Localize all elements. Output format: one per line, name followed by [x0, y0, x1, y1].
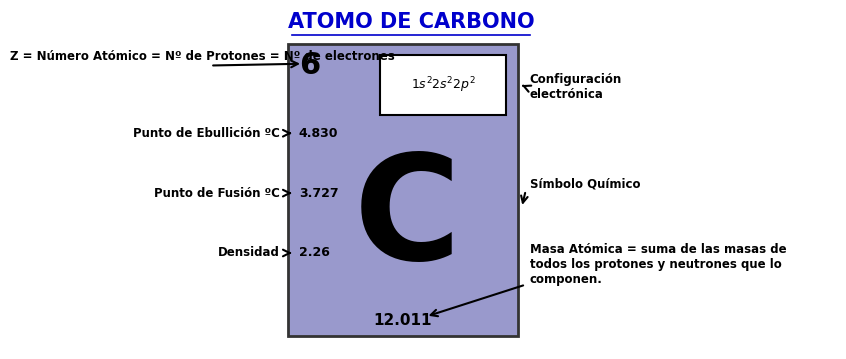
Text: C: C: [354, 149, 461, 290]
Text: ATOMO DE CARBONO: ATOMO DE CARBONO: [288, 12, 535, 32]
Text: 2.26: 2.26: [299, 247, 330, 260]
Bar: [380, 55, 506, 115]
Text: Masa Atómica = suma de las masas de
todos los protones y neutrones que lo
compon: Masa Atómica = suma de las masas de todo…: [530, 243, 787, 286]
Bar: [288, 44, 518, 336]
Text: $1s^22s^22p^2$: $1s^22s^22p^2$: [410, 75, 475, 95]
Text: Configuración
electrónica: Configuración electrónica: [530, 73, 622, 101]
Text: 12.011: 12.011: [374, 313, 432, 328]
Text: Z = Número Atómico = Nº de Protones = Nº de electrones: Z = Número Atómico = Nº de Protones = Nº…: [9, 50, 394, 63]
Text: 4.830: 4.830: [299, 127, 338, 140]
Text: 3.727: 3.727: [299, 187, 338, 200]
Text: Densidad: Densidad: [218, 247, 280, 260]
Text: Símbolo Químico: Símbolo Químico: [530, 178, 640, 191]
Text: Punto de Ebullición ºC: Punto de Ebullición ºC: [133, 127, 280, 140]
Text: Punto de Fusión ºC: Punto de Fusión ºC: [154, 187, 280, 200]
Text: 6: 6: [299, 51, 320, 80]
